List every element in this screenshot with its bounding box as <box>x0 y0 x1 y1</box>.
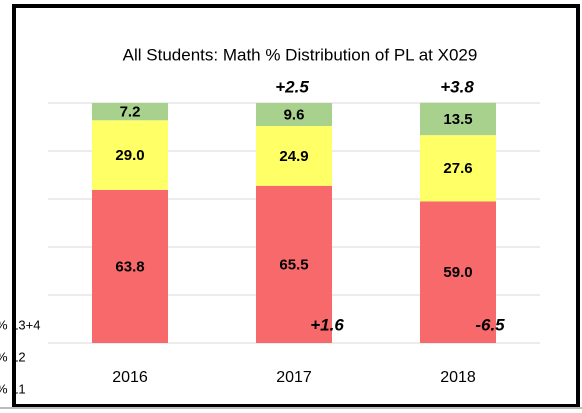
legend-label: % L1 <box>0 381 26 396</box>
legend-label: % L2 <box>0 349 26 364</box>
bar-segment <box>256 103 332 127</box>
value-label: 7.2 <box>120 104 141 121</box>
x-tick-label: 2016 <box>112 369 148 386</box>
chart-title: All Students: Math % Distribution of PL … <box>123 45 478 64</box>
bar-segment <box>420 135 496 202</box>
annotation: +1.6 <box>310 315 344 334</box>
bar-segment <box>92 103 168 121</box>
bar-segment <box>256 185 332 343</box>
bar-segment <box>420 102 496 136</box>
bar-segment <box>256 126 332 186</box>
value-label: 9.6 <box>284 106 305 123</box>
bar-segment <box>92 120 168 190</box>
value-label: 63.8 <box>115 258 144 275</box>
bar-segment <box>420 201 496 343</box>
bar-segment <box>92 189 168 343</box>
annotation: +3.8 <box>440 77 474 96</box>
value-label: 24.9 <box>279 148 308 165</box>
annotation: +2.5 <box>275 77 309 96</box>
value-label: 65.5 <box>279 256 308 273</box>
value-label: 59.0 <box>443 264 472 281</box>
annotation: -6.5 <box>475 315 505 334</box>
legend-label: % L3+4 <box>0 317 40 332</box>
x-tick-label: 2017 <box>276 369 312 386</box>
x-tick-label: 2018 <box>440 369 476 386</box>
value-label: 29.0 <box>115 147 144 164</box>
value-label: 27.6 <box>443 160 472 177</box>
value-label: 13.5 <box>443 111 472 128</box>
